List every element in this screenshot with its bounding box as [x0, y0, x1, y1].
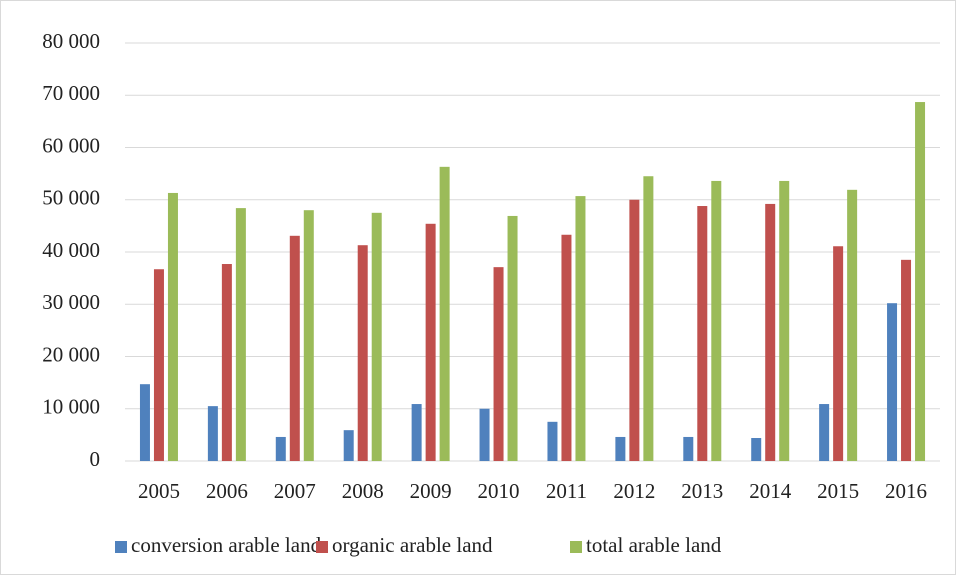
y-tick-label: 30 000 — [42, 290, 100, 314]
bar — [711, 180, 722, 461]
bar — [507, 215, 518, 461]
x-tick-label: 2016 — [885, 479, 927, 503]
y-tick-label: 50 000 — [42, 186, 100, 210]
y-tick-label: 10 000 — [42, 395, 100, 419]
y-tick-label: 60 000 — [42, 133, 100, 157]
x-tick-label: 2010 — [478, 479, 520, 503]
bar — [357, 245, 368, 461]
bar — [915, 102, 926, 461]
y-tick-label: 40 000 — [42, 238, 100, 262]
bar — [139, 384, 150, 461]
x-tick-label: 2014 — [749, 479, 792, 503]
bar — [275, 436, 286, 461]
bar — [819, 404, 830, 461]
y-tick-label: 70 000 — [42, 81, 100, 105]
bar — [683, 436, 694, 461]
bar — [547, 421, 558, 461]
bar — [439, 166, 450, 461]
x-tick-label: 2006 — [206, 479, 248, 503]
x-tick-label: 2013 — [681, 479, 723, 503]
bar — [371, 212, 382, 461]
bar — [221, 264, 232, 461]
bar — [697, 206, 708, 461]
legend-swatch — [316, 541, 328, 553]
bar — [901, 259, 912, 461]
bar — [207, 406, 218, 461]
bar — [289, 235, 300, 461]
legend-swatch — [570, 541, 582, 553]
y-tick-label: 80 000 — [42, 29, 100, 53]
x-tick-label: 2012 — [613, 479, 655, 503]
bar — [779, 180, 790, 461]
x-tick-label: 2007 — [274, 479, 316, 503]
bar — [303, 210, 314, 461]
bar — [629, 199, 640, 461]
bar — [561, 234, 572, 461]
bar — [425, 223, 436, 461]
bar — [167, 192, 178, 461]
bar — [765, 203, 776, 461]
x-tick-label: 2005 — [138, 479, 180, 503]
x-tick-label: 2011 — [546, 479, 587, 503]
bar — [615, 436, 626, 461]
legend-label: total arable land — [586, 533, 722, 557]
legend-swatch — [115, 541, 127, 553]
bar — [887, 303, 898, 461]
bar — [479, 408, 490, 461]
x-tick-label: 2008 — [342, 479, 384, 503]
bar — [153, 269, 164, 461]
x-tick-label: 2009 — [410, 479, 452, 503]
x-tick-label: 2015 — [817, 479, 859, 503]
legend-label: organic arable land — [332, 533, 493, 557]
bar — [575, 196, 586, 461]
bar — [833, 246, 844, 461]
bar — [235, 208, 246, 461]
bar — [751, 438, 762, 461]
bar — [411, 404, 422, 461]
bar — [643, 176, 654, 462]
y-tick-label: 0 — [90, 447, 101, 471]
y-tick-label: 20 000 — [42, 342, 100, 366]
bar — [493, 267, 504, 461]
legend-label: conversion arable land — [131, 533, 322, 557]
bar — [343, 430, 354, 461]
bar — [847, 189, 858, 461]
